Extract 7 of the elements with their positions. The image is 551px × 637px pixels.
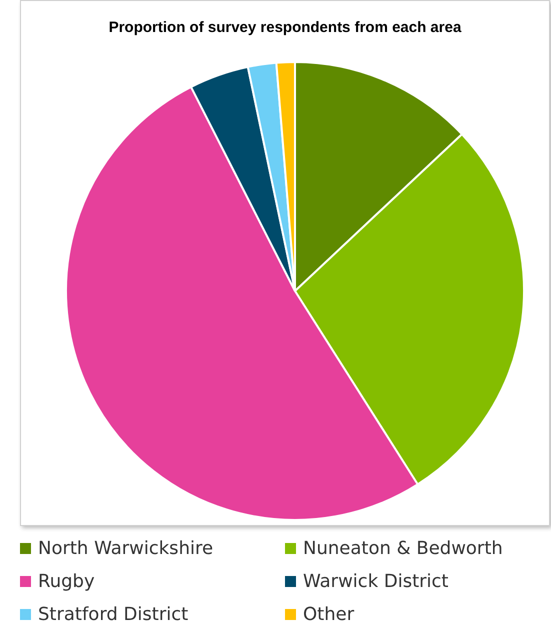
chart-title: Proportion of survey respondents from each area: [108, 19, 462, 36]
legend-label: Rugby: [38, 571, 95, 592]
legend-label: Other: [303, 604, 354, 625]
legend-label: North Warwickshire: [38, 538, 214, 559]
legend-label: Nuneaton & Bedworth: [303, 538, 503, 559]
legend-label: Warwick District: [303, 571, 448, 592]
legend-label: Stratford District: [38, 604, 188, 625]
